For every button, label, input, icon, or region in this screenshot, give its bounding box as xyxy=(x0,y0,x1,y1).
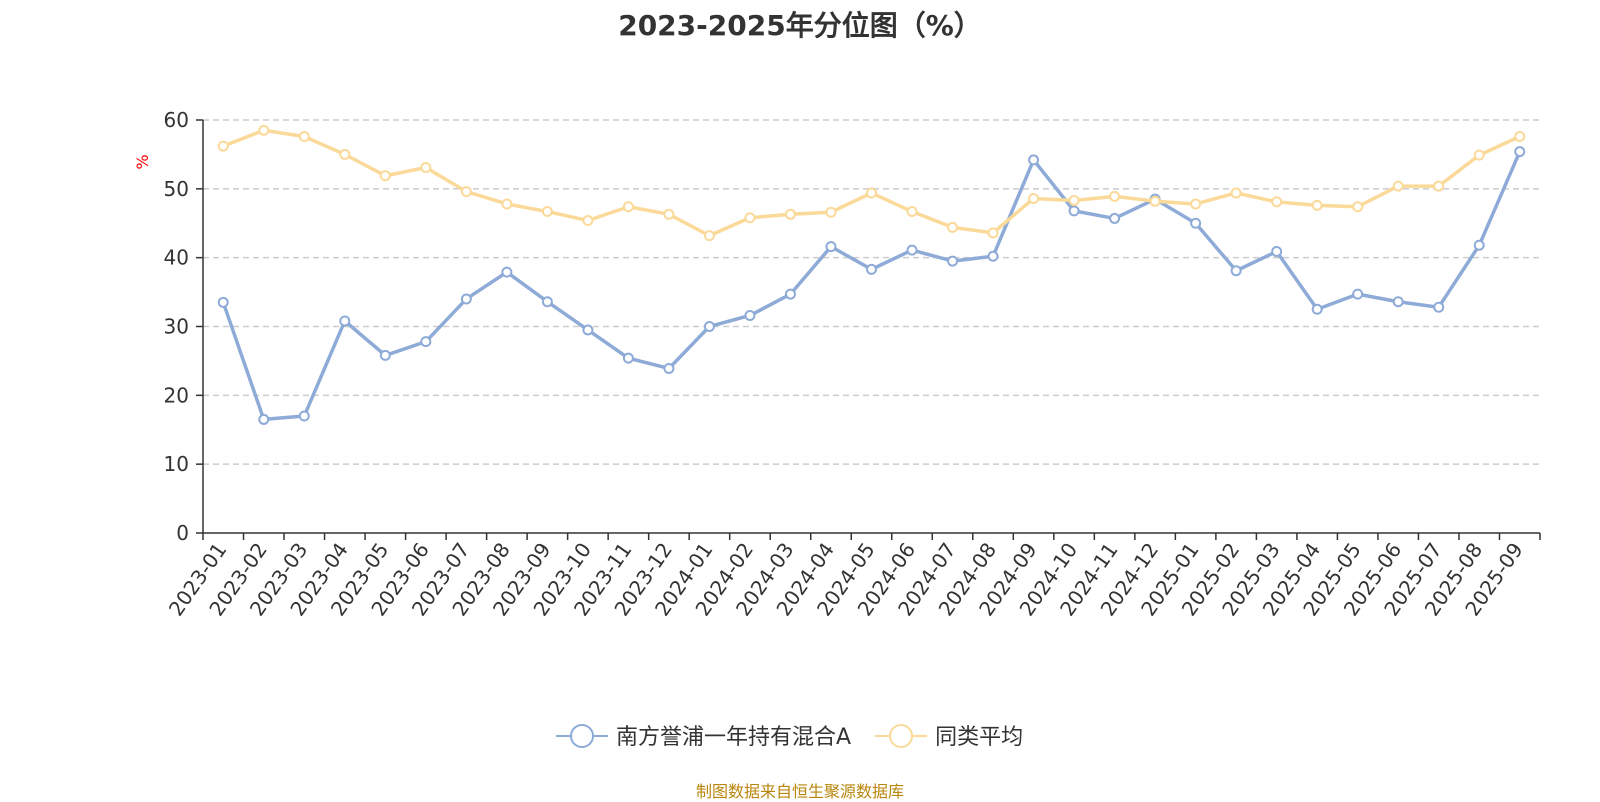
data-point xyxy=(1514,131,1526,143)
legend-label: 同类平均 xyxy=(935,725,1023,750)
data-point xyxy=(1028,154,1040,166)
data-point xyxy=(1149,195,1161,207)
series-line-2 xyxy=(222,128,1521,238)
data-point xyxy=(622,201,634,213)
data-point xyxy=(906,206,918,218)
data-point xyxy=(1109,190,1121,202)
data-point xyxy=(663,208,675,220)
data-point xyxy=(298,131,310,143)
data-point xyxy=(866,263,877,275)
series-layer xyxy=(217,124,1526,425)
legend-item-1[interactable]: 南方誉浦一年持有混合A xyxy=(556,724,851,750)
data-point xyxy=(217,140,229,152)
legend[interactable]: 南方誉浦一年持有混合A 同类平均 xyxy=(556,724,1023,750)
data-point xyxy=(460,293,472,305)
data-point xyxy=(1068,195,1080,207)
data-point xyxy=(906,244,918,256)
data-point xyxy=(1473,239,1485,251)
data-point xyxy=(1311,303,1323,315)
data-point xyxy=(339,148,351,160)
legend-marker xyxy=(889,724,914,748)
y-tick-label: 0 xyxy=(176,521,189,545)
data-point xyxy=(987,227,999,239)
data-point xyxy=(744,212,756,224)
data-point xyxy=(784,288,796,300)
data-point xyxy=(1514,146,1526,158)
y-tick-label: 60 xyxy=(164,108,189,132)
grid-layer xyxy=(203,119,1540,465)
data-point xyxy=(622,352,634,364)
data-point xyxy=(420,161,432,173)
y-tick-label: 30 xyxy=(164,315,189,339)
data-point xyxy=(744,309,756,321)
data-point xyxy=(541,296,553,308)
data-point xyxy=(1068,205,1080,217)
data-point xyxy=(1271,196,1283,208)
legend-marker xyxy=(570,724,594,748)
data-point xyxy=(1271,245,1283,257)
data-point xyxy=(501,198,513,210)
data-point xyxy=(379,170,391,182)
source-note: 制图数据来自恒生聚源数据库 xyxy=(695,782,904,801)
data-point xyxy=(258,124,270,136)
data-point xyxy=(1392,296,1404,308)
data-point xyxy=(1473,149,1485,161)
data-point xyxy=(582,324,594,336)
data-point xyxy=(866,187,877,199)
data-point xyxy=(987,250,999,262)
data-point xyxy=(1230,187,1242,199)
data-point xyxy=(1190,198,1202,210)
data-point xyxy=(703,230,715,242)
data-point xyxy=(1433,301,1445,313)
data-point xyxy=(541,206,553,218)
data-point xyxy=(825,241,837,253)
data-point xyxy=(460,186,472,198)
legend-item-2[interactable]: 同类平均 xyxy=(875,724,1023,750)
data-point xyxy=(1028,192,1040,204)
data-point xyxy=(258,413,270,425)
data-point xyxy=(1311,199,1323,211)
data-point xyxy=(947,255,959,267)
data-point xyxy=(420,336,432,348)
data-point xyxy=(1392,180,1404,192)
data-point xyxy=(784,208,796,220)
y-tick-label: 10 xyxy=(164,452,189,476)
data-point xyxy=(1190,217,1202,229)
data-point xyxy=(379,349,391,361)
data-point xyxy=(703,321,715,332)
data-point xyxy=(339,315,351,327)
y-tick-label: 50 xyxy=(164,177,189,201)
y-axis-label: % xyxy=(133,154,152,169)
data-point xyxy=(663,362,675,374)
data-point xyxy=(298,410,310,422)
axis-layer: 01020304050602023-012023-022023-032023-0… xyxy=(164,108,1541,620)
data-point xyxy=(1352,288,1364,300)
chart-title: 2023-2025年分位图（%） xyxy=(618,9,982,42)
data-point xyxy=(582,214,594,226)
data-point xyxy=(1433,180,1445,192)
data-point xyxy=(1109,212,1121,224)
data-point xyxy=(501,266,513,278)
data-point xyxy=(1352,201,1364,213)
data-point xyxy=(1230,265,1242,277)
legend-label: 南方誉浦一年持有混合A xyxy=(616,725,851,750)
data-point xyxy=(947,221,959,233)
data-point xyxy=(825,206,837,218)
y-tick-label: 20 xyxy=(164,383,189,407)
y-tick-label: 40 xyxy=(164,246,189,270)
data-point xyxy=(217,296,229,308)
